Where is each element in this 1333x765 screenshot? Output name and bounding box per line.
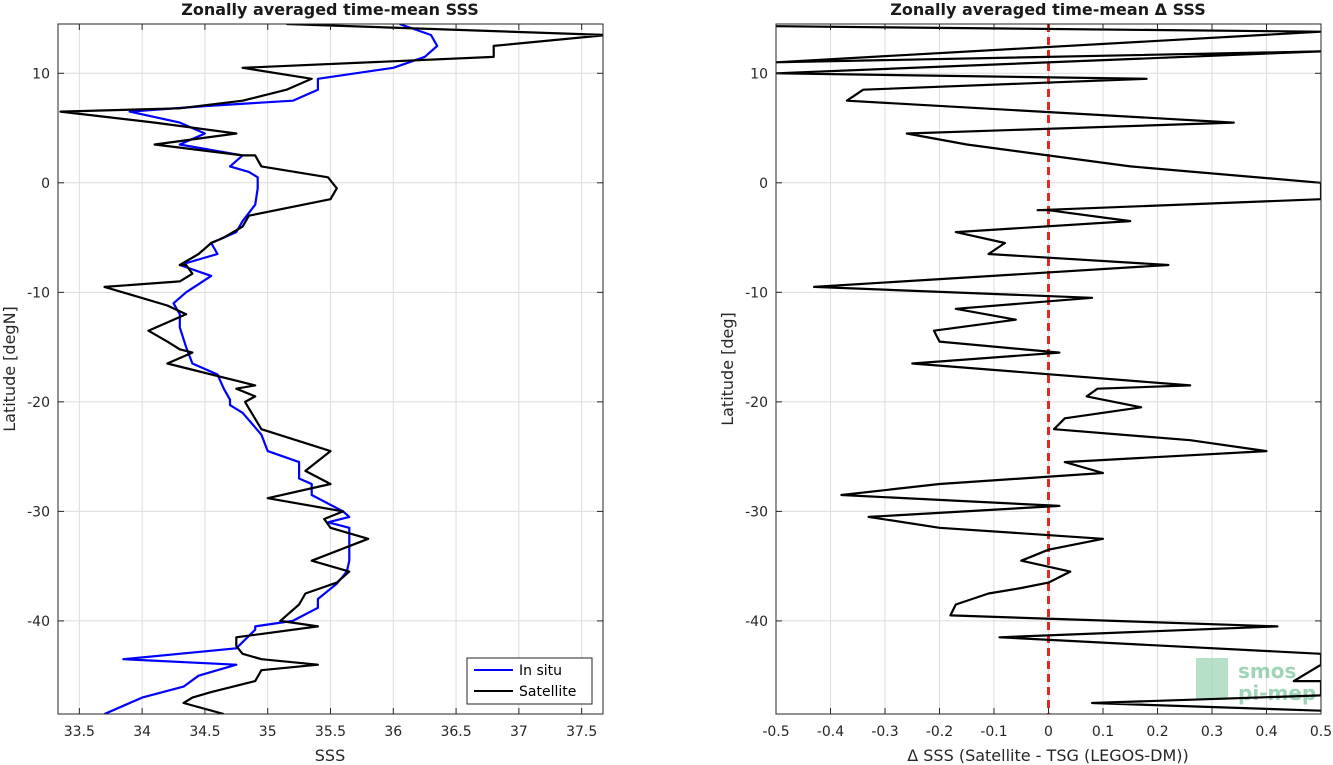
right-ticks: -0.5 -0.4 -0.3 -0.2 -0.1 0 0.1 0.2 0.3 0.4 0.5 -40 -… [745,24,1332,740]
legend-label-satellite: Satellite [519,684,576,700]
left-xlabel: SSS [315,746,345,765]
left-xtick-label: 36 [384,724,402,740]
left-xtick-label: 34.5 [189,724,220,740]
left-ytick-label: -10 [27,285,50,301]
left-ticks: 33.5 34 34.5 35 35.5 36 36.5 37 37.5 -40 -30 -20 -10… [27,24,603,740]
right-xtick-label: -0.1 [980,724,1007,740]
right-xtick-label: 0.5 [1310,724,1332,740]
left-xtick-label: 34 [133,724,151,740]
right-xtick-label: -0.2 [926,724,953,740]
right-ytick-label: -20 [745,395,768,411]
left-ytick-label: -40 [27,614,50,630]
right-ytick-label: -30 [745,504,768,520]
legend-label-in-situ: In situ [519,663,562,679]
left-xtick-label: 33.5 [64,724,95,740]
right-panel: smos pi-mep -0.5 -0.4 -0.3 -0.2 -0.1 0 0.1 0.2 0… [718,0,1332,765]
right-ytick-label: -10 [745,285,768,301]
left-xtick-label: 35.5 [315,724,346,740]
left-series-group [59,24,603,714]
right-ytick-label: 10 [750,66,768,82]
legend-box [466,657,593,705]
left-ytick-label: -20 [27,395,50,411]
logo: smos pi-mep [1196,658,1316,705]
right-xtick-label: 0.3 [1201,724,1223,740]
left-ytick-label: 0 [41,176,50,192]
left-panel: 33.5 34 34.5 35 35.5 36 36.5 37 37.5 -40 -30 -20 -10… [0,0,604,765]
right-xtick-label: 0 [1044,724,1053,740]
left-xtick-label: 35 [259,724,277,740]
right-series-group [776,24,1321,714]
left-series-line-satellite [59,24,603,714]
left-xtick-label: 37 [510,724,528,740]
left-ytick-label: 10 [32,66,50,82]
logo-text-pi-mep: pi-mep [1238,681,1316,705]
right-ytick-label: 0 [759,176,768,192]
right-xtick-label: -0.5 [762,724,789,740]
logo-mark [1196,658,1228,700]
right-xtick-label: -0.4 [817,724,844,740]
logo-text-smos: smos [1238,659,1296,683]
right-title: Zonally averaged time-mean Δ SSS [890,0,1206,19]
left-title: Zonally averaged time-mean SSS [181,0,479,19]
right-xlabel: Δ SSS (Satellite - TSG (LEGOS-DM)) [907,746,1189,765]
right-ytick-label: -40 [745,614,768,630]
right-xtick-label: 0.1 [1092,724,1114,740]
right-ylabel: Latitude [deg] [718,312,737,426]
left-ylabel: Latitude [degN] [0,306,19,432]
right-xtick-label: 0.4 [1255,724,1277,740]
left-ytick-label: -30 [27,504,50,520]
right-xtick-label: -0.3 [871,724,898,740]
right-xtick-label: 0.2 [1146,724,1168,740]
right-series-line-delta [776,25,1321,712]
legend: In situ Satellite [466,657,593,705]
left-xtick-label: 37.5 [566,724,597,740]
left-xtick-label: 36.5 [440,724,471,740]
